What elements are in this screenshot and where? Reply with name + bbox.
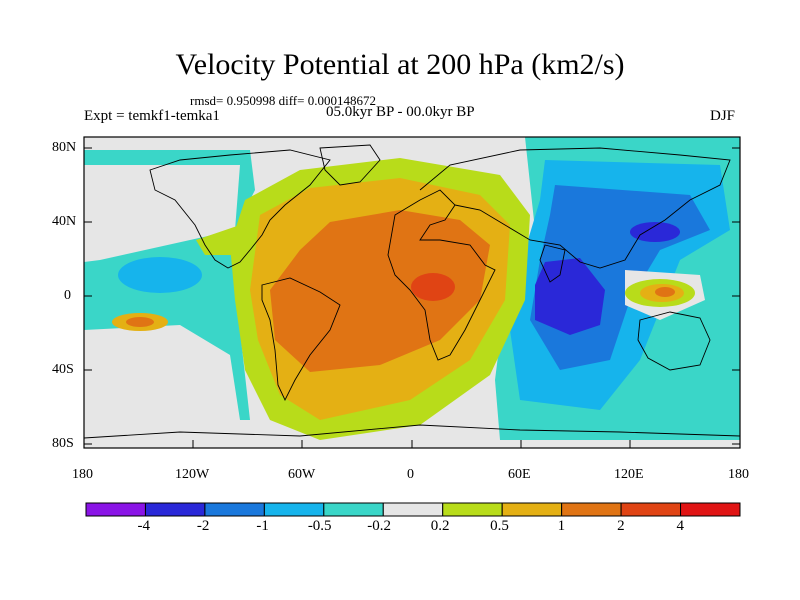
contour-red-africa: [411, 273, 455, 301]
colorbar-label: -1: [256, 518, 269, 534]
coast-africa: [387, 189, 496, 361]
colorbar-swatch: [204, 502, 265, 517]
coast-india: [539, 244, 566, 283]
contour-orange-maritime: [655, 287, 675, 297]
colorbar-swatch: [680, 502, 741, 517]
colorbar-label: 0.5: [490, 518, 509, 534]
x-tick-label: 60W: [288, 467, 316, 482]
colorbar-swatch: [144, 502, 206, 517]
colorbar-swatch: [382, 502, 444, 517]
x-tick-label: 60E: [508, 467, 531, 482]
y-tick-label: 80S: [52, 436, 74, 451]
y-tick-label: 40S: [52, 362, 74, 377]
x-tick-label: 120E: [614, 467, 644, 482]
x-tick-label: 120W: [175, 467, 210, 482]
x-tick-label: 0: [407, 467, 414, 482]
colorbar-label: -0.2: [367, 518, 392, 534]
contour-orange-atlantic: [270, 210, 490, 372]
colorbar-label: 4: [676, 518, 685, 534]
x-tick-label: 180: [728, 467, 749, 482]
contour-orange-pacific: [126, 317, 154, 327]
y-tick-label: 0: [64, 288, 71, 303]
contour-lightblue-pacific: [118, 257, 202, 293]
contour-gray-north-pacific: [84, 165, 240, 262]
y-tick-marks: [84, 147, 740, 445]
experiment-label: Expt = temkf1-temka1: [84, 108, 220, 124]
colorbar-label: 1: [557, 518, 566, 534]
colorbar-label: -4: [137, 518, 150, 534]
map-title: Velocity Potential at 200 hPa (km2/s): [175, 48, 625, 81]
contour-green-westatlantic: [196, 225, 265, 255]
colorbar-swatch: [501, 502, 563, 517]
contour-gray-south-pacific: [84, 325, 240, 420]
colorbar-swatch: [561, 502, 622, 517]
y-tick-label: 80N: [52, 140, 77, 155]
y-tick-label: 40N: [52, 214, 77, 229]
colorbar-swatch: [263, 502, 325, 517]
colorbar-swatch: [323, 502, 384, 517]
x-tick-marks: [83, 440, 741, 448]
stats-label: rmsd= 0.950998 diff= 0.000148672: [190, 93, 376, 108]
colorbar: [85, 502, 741, 517]
colorbar-label: -0.5: [307, 518, 332, 534]
colorbar-swatch: [620, 502, 682, 517]
period-label: 05.0kyr BP - 00.0kyr BP: [326, 104, 475, 120]
coast-north-america: [149, 149, 331, 269]
coast-south-america: [261, 277, 341, 402]
coast-antarctica: [84, 424, 740, 439]
x-tick-label: 180: [72, 467, 93, 482]
contour-darkblue-japan: [630, 222, 680, 242]
colorbar-swatch: [85, 502, 146, 517]
colorbar-label: 0.2: [430, 518, 450, 534]
coastlines: [84, 144, 740, 439]
coast-greenland: [319, 144, 381, 186]
coast-australia: [637, 311, 711, 371]
contour-darkblue-indian: [535, 258, 605, 335]
coast-eurasia: [419, 147, 731, 269]
colorbar-label: -2: [196, 518, 210, 534]
colorbar-label: 2: [617, 518, 625, 534]
colorbar-swatch: [442, 502, 503, 517]
season-label: DJF: [710, 108, 736, 124]
